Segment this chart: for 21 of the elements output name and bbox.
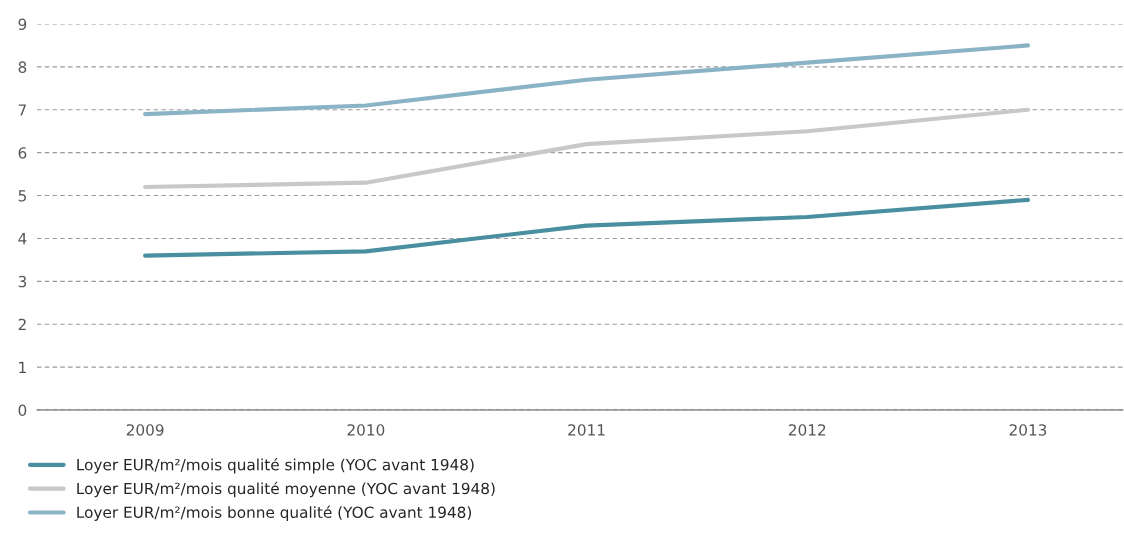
y-tick-label: 2 (18, 318, 26, 331)
y-tick-label: 0 (18, 404, 27, 417)
x-tick-label: 2011 (568, 424, 605, 436)
x-tick-label: 2010 (347, 424, 385, 436)
line-series (143, 107, 1031, 190)
y-tick-label: 5 (18, 190, 26, 202)
line-series (143, 43, 1031, 117)
line-series (143, 197, 1031, 258)
y-tick-label: 8 (18, 61, 27, 73)
x-tick-label: 2012 (788, 424, 826, 436)
y-tick-label: 7 (18, 104, 26, 116)
legend-label: Loyer EUR/m²/mois bonne qualité (YOC avant 1948) (77, 505, 472, 521)
x-tick-label: 2009 (126, 424, 164, 436)
y-tick-label: 1 (19, 361, 26, 373)
legend-label: Loyer EUR/m²/mois qualité moyenne (YOC avant 1948) (77, 481, 495, 498)
y-tick-label: 9 (18, 18, 27, 31)
y-tick-label: 6 (18, 147, 27, 159)
x-tick-label: 2013 (1009, 424, 1047, 436)
y-tick-label: 3 (18, 275, 27, 288)
legend-label: Loyer EUR/m²/mois qualité simple (YOC avant 1948) (77, 458, 474, 474)
y-tick-label: 4 (18, 233, 27, 245)
